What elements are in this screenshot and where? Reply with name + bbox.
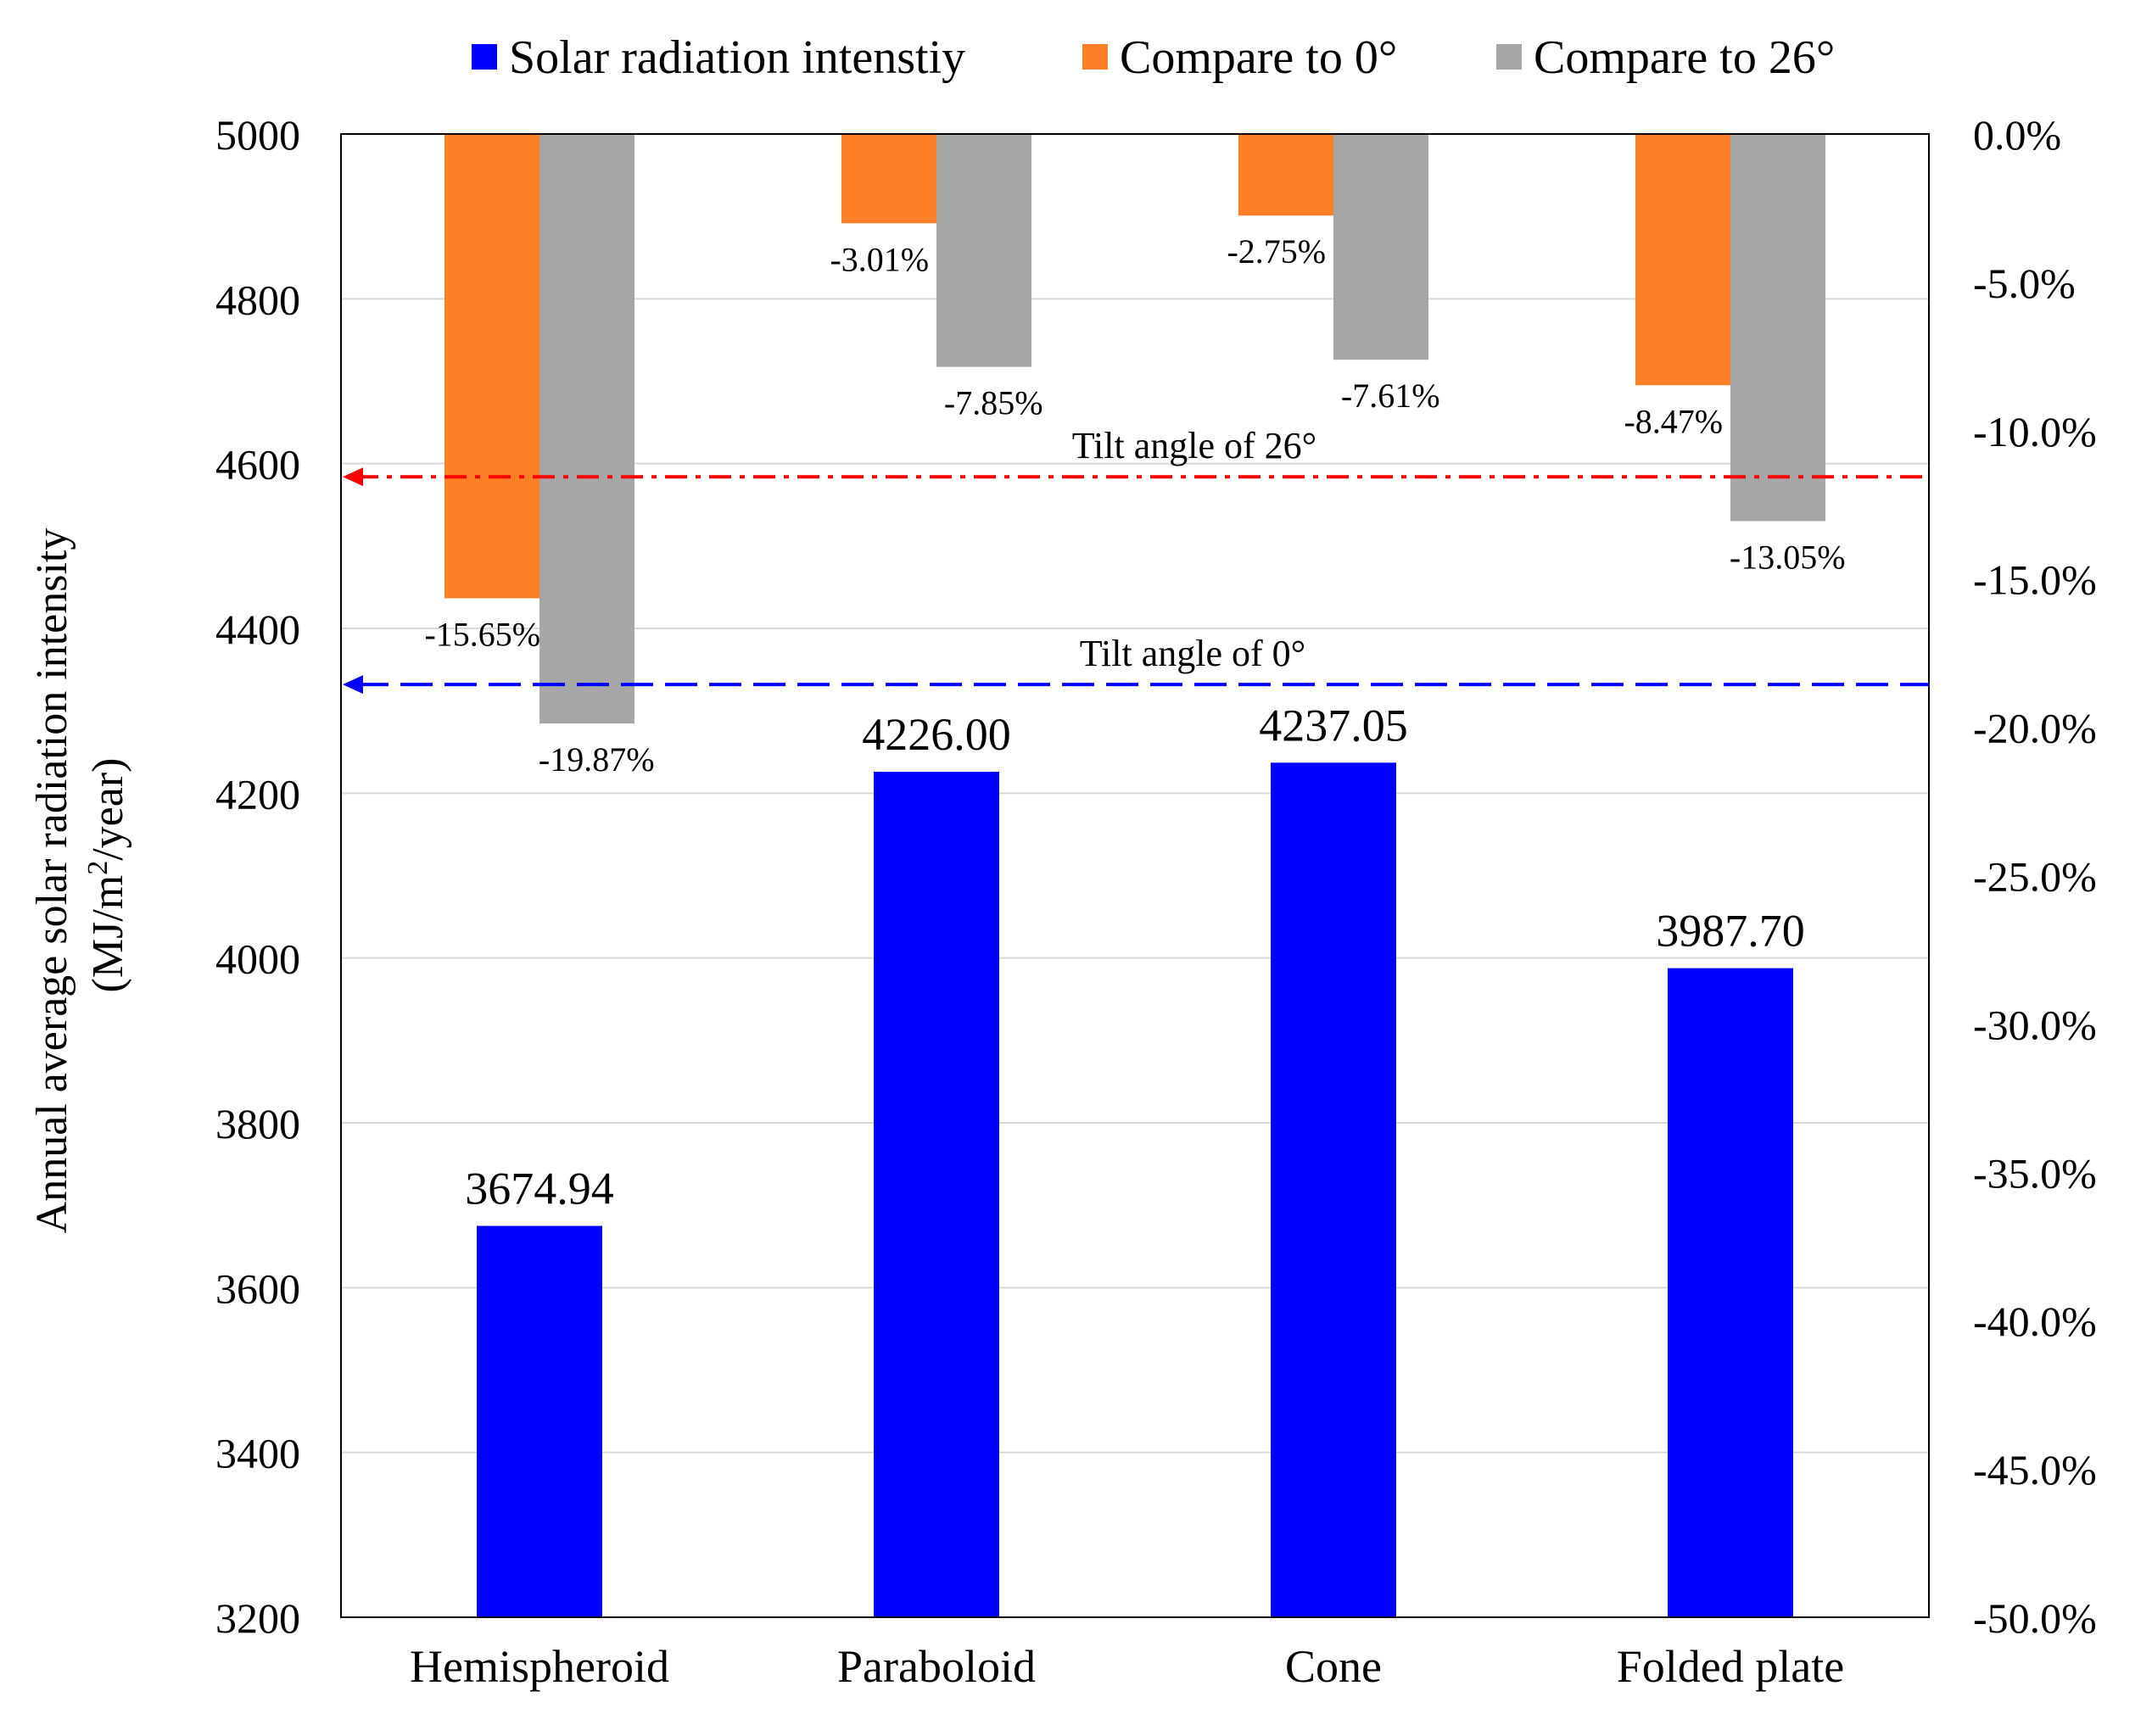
bar-compare-26: [1730, 134, 1825, 522]
right-tick-label: 0.0%: [1973, 111, 2061, 159]
bar-compare-0: [1238, 134, 1333, 216]
left-tick-label: 4000: [215, 935, 300, 983]
reference-line-label: Tilt angle of 0°: [1080, 633, 1306, 674]
y-axis-label-unit-sup: 2: [82, 861, 114, 875]
value-label-solar: 4237.05: [1259, 700, 1408, 751]
bar-compare-0: [841, 134, 936, 224]
right-tick-label: -45.0%: [1973, 1446, 2097, 1493]
left-tick-label: 3800: [215, 1100, 300, 1147]
legend-swatch: [472, 44, 497, 70]
value-label-compare-26: -7.61%: [1341, 377, 1440, 415]
y-axis-label-line1: Annual average solar radiation intensity: [28, 528, 76, 1234]
y-axis-label-unit-a: (MJ/m: [84, 875, 132, 993]
category-label: Cone: [1285, 1641, 1382, 1692]
legend-label: Compare to 26°: [1534, 31, 1835, 84]
bar-solar-radiation: [874, 772, 999, 1617]
reference-arrowhead: [343, 675, 363, 695]
bar-compare-26: [936, 134, 1031, 367]
right-tick-label: -15.0%: [1973, 556, 2097, 604]
value-label-compare-0: -3.01%: [830, 240, 929, 278]
legend: Solar radiation intenstiy Compare to 0° Co…: [472, 31, 1835, 84]
y-axis-label-unit-b: /year): [84, 758, 132, 861]
right-tick-label: -30.0%: [1973, 1001, 2097, 1048]
legend-label: Solar radiation intenstiy: [509, 31, 965, 84]
legend-swatch: [1496, 44, 1522, 70]
category-labels: Hemispheroid Paraboloid Cone Folded plate: [410, 1641, 1844, 1692]
left-tick-label: 4400: [215, 606, 300, 653]
y-axis-label-line2: (MJ/m2/year): [82, 758, 132, 993]
value-label-compare-26: -7.85%: [944, 384, 1043, 422]
bar-solar-radiation: [1271, 762, 1396, 1617]
right-tick-label: -50.0%: [1973, 1594, 2097, 1642]
bar-compare-26: [1333, 134, 1428, 360]
right-tick-label: -10.0%: [1973, 408, 2097, 455]
right-tick-label: -5.0%: [1973, 260, 2076, 307]
bar-compare-26: [539, 134, 634, 724]
legend-label: Compare to 0°: [1120, 31, 1397, 84]
bars: [444, 134, 1825, 1617]
left-tick-label: 3400: [215, 1430, 300, 1477]
left-tick-label: 5000: [215, 111, 300, 159]
category-label: Folded plate: [1617, 1641, 1844, 1692]
value-label-compare-26: -13.05%: [1730, 538, 1846, 576]
left-axis-ticks: 3200 3400 3600 3800 4000 4200 4400 4600 4800 5000: [215, 111, 300, 1642]
right-tick-label: -25.0%: [1973, 853, 2097, 901]
category-label: Hemispheroid: [410, 1641, 669, 1692]
value-label-solar: 3674.94: [465, 1164, 614, 1214]
bar-solar-radiation: [1668, 968, 1793, 1617]
right-tick-label: -40.0%: [1973, 1298, 2097, 1345]
value-label-solar: 4226.00: [862, 709, 1011, 760]
bar-solar-radiation: [477, 1225, 602, 1617]
plot-frame: [340, 133, 1930, 1618]
right-tick-label: -20.0%: [1973, 705, 2097, 752]
category-label: Paraboloid: [837, 1641, 1036, 1692]
y-axis-label: Annual average solar radiation intensity…: [28, 517, 132, 1234]
left-tick-label: 3200: [215, 1594, 300, 1642]
legend-swatch: [1082, 44, 1108, 70]
left-tick-label: 4200: [215, 770, 300, 818]
value-labels: 3674.94 -15.65% -19.87% 4226.00 -3.01% -7.85%…: [424, 232, 1845, 1214]
value-label-compare-0: -2.75%: [1227, 232, 1326, 271]
right-tick-label: -35.0%: [1973, 1149, 2097, 1197]
left-tick-label: 4600: [215, 441, 300, 488]
bar-compare-0: [444, 134, 539, 599]
value-label-compare-0: -15.65%: [424, 615, 540, 653]
reference-line-label: Tilt angle of 26°: [1072, 425, 1317, 466]
reference-lines: Tilt angle of 26° Tilt angle of 0°: [343, 425, 1929, 695]
value-label-solar: 3987.70: [1656, 906, 1805, 957]
right-axis-ticks: -50.0% -45.0% -40.0% -35.0% -30.0% -25.0% -20.…: [1973, 111, 2097, 1642]
bar-compare-0: [1635, 134, 1730, 386]
left-tick-label: 3600: [215, 1264, 300, 1312]
left-tick-label: 4800: [215, 276, 300, 323]
value-label-compare-0: -8.47%: [1624, 402, 1723, 440]
value-label-compare-26: -19.87%: [539, 740, 655, 779]
reference-arrowhead: [343, 467, 363, 487]
